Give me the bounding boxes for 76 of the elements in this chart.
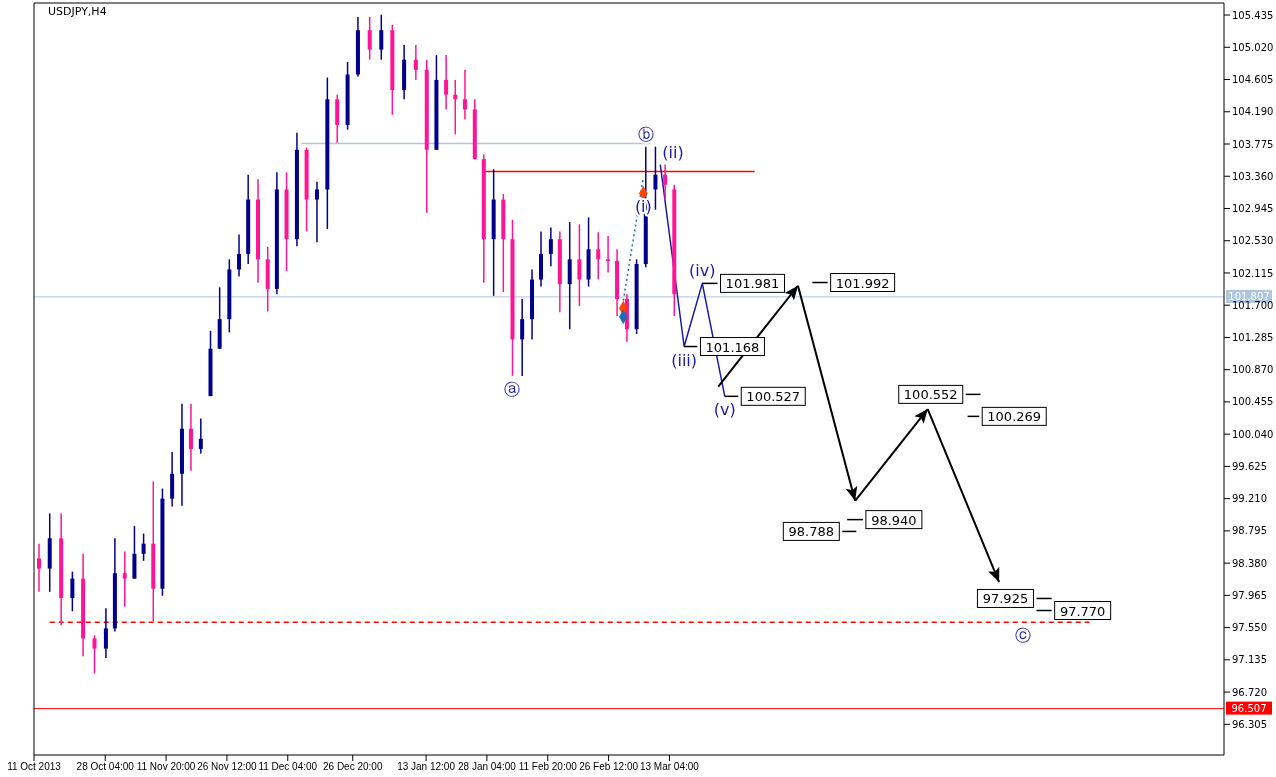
candlestick (663, 163, 668, 201)
annotation: (iii) (671, 350, 698, 370)
data-label: 101.981 (725, 276, 780, 292)
data-label: 98.788 (788, 524, 835, 540)
data-label: 101.168 (705, 339, 760, 355)
y-tick-label: 100.040 (1232, 428, 1274, 440)
candlestick (122, 550, 127, 608)
annotation: (ii) (662, 142, 684, 162)
y-tick-label: 99.210 (1232, 493, 1267, 505)
y-tick-label: 98.380 (1232, 557, 1267, 569)
annotation: (v) (713, 400, 736, 420)
x-tick-label: 11 Feb 20:00 (518, 761, 578, 773)
candlestick (103, 607, 108, 659)
y-tick-label: 100.455 (1232, 396, 1274, 408)
candlestick (70, 570, 75, 613)
ref-line-label: 96.507 (1231, 702, 1267, 714)
data-label: 100.269 (987, 409, 1042, 425)
data-label: 101.992 (835, 275, 890, 291)
candlestick (198, 417, 203, 455)
candlestick (596, 231, 601, 281)
y-tick-label: 105.435 (1232, 9, 1274, 21)
candlestick (188, 403, 193, 472)
y-tick-label: 101.700 (1232, 299, 1274, 311)
candlestick (653, 145, 658, 211)
y-tick-label: 104.605 (1232, 74, 1274, 86)
x-tick-label: 26 Nov 12:00 (197, 761, 258, 773)
y-tick-label: 105.020 (1232, 41, 1274, 53)
annotation: ⓑ (637, 124, 654, 144)
y-tick-label: 98.795 (1232, 525, 1267, 537)
y-tick-label: 96.720 (1232, 686, 1267, 698)
x-tick-label: 26 Feb 12:00 (579, 761, 639, 773)
candlestick (520, 298, 525, 377)
annotation: ⓒ (1014, 626, 1031, 646)
x-tick-label: 11 Nov 20:00 (136, 761, 196, 773)
y-tick-label: 101.285 (1232, 331, 1274, 343)
data-label: 100.527 (746, 389, 801, 405)
candlestick (37, 542, 42, 593)
y-tick-label: 100.870 (1232, 364, 1274, 376)
data-label: 98.940 (871, 512, 917, 528)
annotation: (iv) (689, 261, 716, 281)
data-label: 100.552 (903, 387, 958, 403)
candlestick (413, 44, 418, 81)
y-tick-label: 104.190 (1232, 106, 1274, 118)
data-label: 97.770 (1059, 603, 1106, 619)
candlestick (379, 13, 384, 61)
x-tick-label: 28 Jan 04:00 (457, 761, 517, 773)
candlestick (577, 223, 582, 307)
x-tick-label: 11 Dec 04:00 (258, 761, 318, 773)
y-tick-label: 102.945 (1232, 203, 1274, 215)
data-label: 97.925 (982, 591, 1029, 607)
candlestick (462, 69, 467, 121)
y-tick-label: 96.305 (1232, 718, 1267, 730)
y-tick-label: 103.775 (1232, 138, 1274, 150)
candlestick (141, 532, 146, 562)
y-tick-label: 97.135 (1232, 654, 1267, 666)
candlestick (237, 233, 242, 278)
y-tick-label: 103.360 (1232, 170, 1274, 182)
x-tick-label: 13 Jan 12:00 (397, 761, 456, 773)
candlestick (548, 226, 553, 268)
x-tick-label: 28 Oct 04:00 (76, 761, 135, 773)
y-tick-label: 99.625 (1232, 460, 1267, 472)
y-tick-label: 102.530 (1232, 235, 1274, 247)
annotation: ⓐ (504, 379, 521, 399)
x-tick-label: 13 Mar 04:00 (639, 761, 700, 773)
ref-line-label: 101.807 (1228, 290, 1270, 302)
candlestick (314, 180, 319, 244)
candlestick (606, 235, 611, 274)
candlestick (367, 16, 372, 61)
y-tick-label: 97.965 (1232, 589, 1267, 601)
y-tick-label: 102.115 (1232, 267, 1274, 279)
candlestick (444, 54, 449, 111)
chart-title: USDJPY,H4 (48, 5, 107, 18)
candlestick (92, 634, 97, 675)
x-tick-label: 11 Oct 2013 (7, 761, 62, 773)
y-tick-label: 97.550 (1232, 622, 1267, 634)
x-tick-label: 26 Dec 20:00 (323, 761, 383, 773)
